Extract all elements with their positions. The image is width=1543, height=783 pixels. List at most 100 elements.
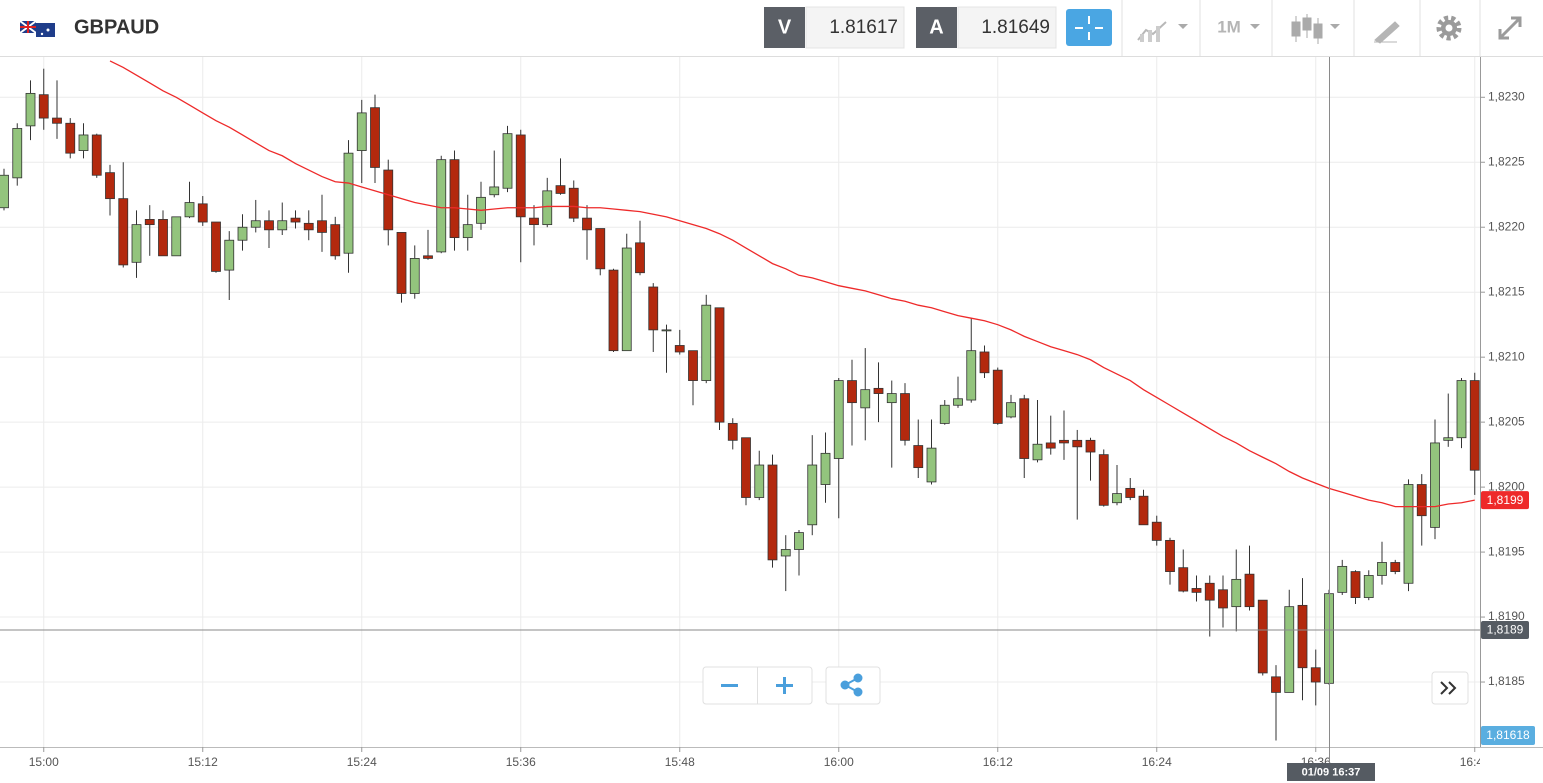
candle-body xyxy=(1363,575,1374,598)
candle-body xyxy=(211,221,221,272)
candle-body xyxy=(1138,495,1149,526)
x-tick-label: 16:48 xyxy=(1460,755,1490,769)
candle-body xyxy=(197,203,208,223)
y-tick-label: 1,8230 xyxy=(1488,89,1525,103)
candle-body xyxy=(635,242,645,274)
settings-button[interactable] xyxy=(1436,15,1462,41)
ask-tag-box[interactable] xyxy=(916,7,957,48)
candle-body xyxy=(966,350,977,401)
candle-body xyxy=(1390,562,1401,572)
candle-body xyxy=(529,217,539,226)
candle-body xyxy=(489,186,500,196)
candle-body xyxy=(1204,582,1215,601)
share-button[interactable] xyxy=(825,666,881,705)
candle-body xyxy=(250,220,261,228)
candle-body xyxy=(0,174,9,209)
crosshair-price-label-box xyxy=(1481,621,1529,640)
candle-body xyxy=(1019,398,1030,459)
candle-body xyxy=(886,393,897,404)
draw-tool-button[interactable] xyxy=(1374,21,1400,44)
candle-body xyxy=(1112,493,1122,504)
candle-body xyxy=(370,107,380,168)
candle-body xyxy=(1416,484,1427,517)
candle-body xyxy=(1178,567,1189,592)
candle-body xyxy=(118,198,129,266)
candle-body xyxy=(383,169,394,231)
candle-body xyxy=(91,134,102,176)
scroll-end-icon xyxy=(1440,681,1457,695)
candle-body xyxy=(1218,589,1228,609)
share-icon xyxy=(840,673,863,697)
crosshair-time-label: 01/09 16:37 xyxy=(1302,766,1361,778)
candle-body xyxy=(462,224,473,239)
candle-body xyxy=(794,532,804,550)
flag-icon xyxy=(19,20,55,37)
candle-body xyxy=(661,329,672,332)
candle-body xyxy=(913,445,924,469)
candle-body xyxy=(1469,380,1480,471)
bid-tag-box[interactable] xyxy=(764,7,805,48)
candle-body xyxy=(1125,488,1136,498)
candle-body xyxy=(1456,380,1467,439)
candle-body xyxy=(356,112,367,151)
x-tick-label: 15:00 xyxy=(29,755,59,769)
y-tick-label: 1,8210 xyxy=(1488,349,1525,363)
candle-body xyxy=(621,247,632,352)
last-price-label: 1,81618 xyxy=(1486,728,1530,742)
candle-body xyxy=(78,134,89,151)
scroll-end-button[interactable] xyxy=(1431,671,1469,705)
bid-price: 1.81617 xyxy=(829,17,898,38)
x-axis-labels: 15:00 15:12 15:24 15:36 15:48 16:00 16:12 16:24… xyxy=(29,747,1490,769)
candle-body xyxy=(277,220,288,231)
candle-body xyxy=(423,255,433,259)
candle-body xyxy=(754,464,765,498)
candle-body xyxy=(330,224,341,257)
candle-body xyxy=(926,447,937,483)
candle-body xyxy=(780,549,791,557)
candle-body xyxy=(992,369,1003,424)
candle-body xyxy=(1310,667,1321,683)
crosshair-button[interactable] xyxy=(1066,9,1112,46)
candle-body xyxy=(807,464,818,526)
candle-body xyxy=(1443,437,1454,441)
candle-body xyxy=(820,452,831,485)
candle-body xyxy=(555,185,566,194)
bid-tag: V xyxy=(778,16,792,38)
candle-body xyxy=(688,350,698,381)
candle-body xyxy=(25,92,36,127)
ma-price-label: 1,8199 xyxy=(1487,493,1524,507)
zoom-in-button[interactable] xyxy=(776,677,793,694)
timeframe-caret xyxy=(1250,24,1260,29)
candle-body xyxy=(1377,562,1387,576)
candle-body xyxy=(568,187,579,219)
y-tick-label: 1,8185 xyxy=(1488,674,1525,688)
candle-body xyxy=(264,220,274,231)
x-tick-label: 15:48 xyxy=(665,755,695,769)
x-tick-label: 15:36 xyxy=(506,755,536,769)
expand-button[interactable] xyxy=(1498,16,1522,40)
ask-price: 1.81649 xyxy=(981,17,1050,38)
plot-area xyxy=(0,60,1480,741)
candle-body xyxy=(714,307,725,423)
candle-body xyxy=(237,226,248,241)
candle-body xyxy=(701,304,712,381)
candle-body xyxy=(1098,454,1109,506)
candle-body xyxy=(953,398,963,406)
candle-body xyxy=(873,387,884,394)
crosshair-icon xyxy=(1075,16,1103,40)
timeframe[interactable]: 1M xyxy=(1217,17,1241,36)
bid-box[interactable] xyxy=(805,6,905,49)
ask-tag: A xyxy=(929,16,943,38)
chart-type-button[interactable] xyxy=(1137,21,1188,42)
x-tick-label: 16:24 xyxy=(1142,755,1172,769)
candle-body xyxy=(12,128,23,179)
ask-box[interactable] xyxy=(957,6,1057,49)
candle-body xyxy=(449,159,460,239)
y-tick-label: 1,8195 xyxy=(1488,544,1525,558)
candle-body xyxy=(224,239,235,271)
candle-body xyxy=(608,269,619,352)
candle-style-button[interactable] xyxy=(1291,14,1340,44)
grid: 1,8185 1,8190 1,8195 1,8200 1,8205 1,8210 1,82… xyxy=(0,57,1525,747)
symbol: GBPAUD xyxy=(74,16,159,38)
candle-body xyxy=(1151,521,1162,541)
